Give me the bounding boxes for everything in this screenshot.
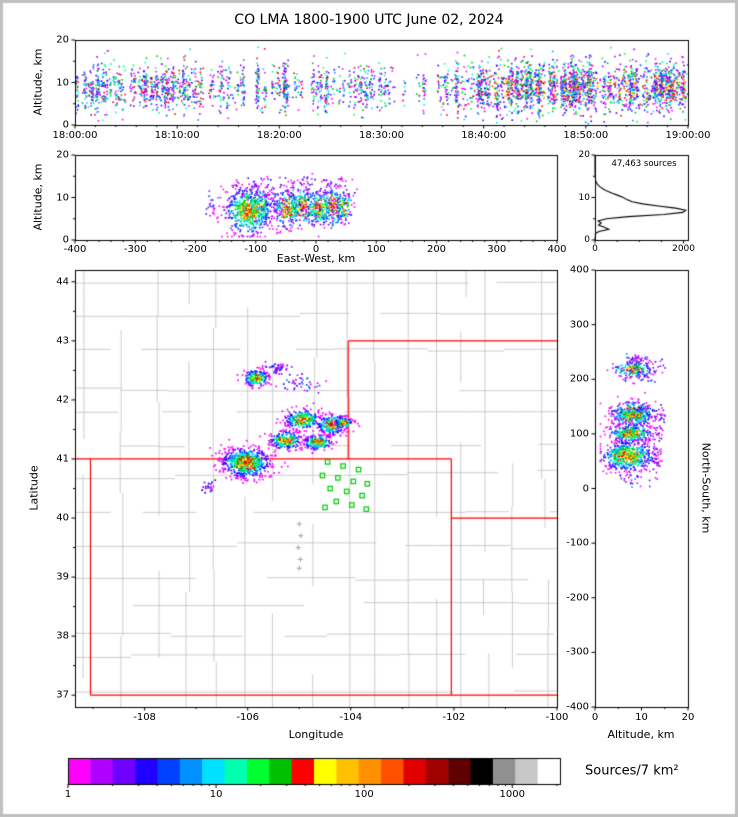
ns-tick-label: -100 — [566, 537, 589, 549]
ew-tick-label: 300 — [487, 244, 507, 255]
ns-panel-xlabel: Altitude, km — [607, 728, 675, 741]
longitude-tick-label: -104 — [339, 712, 363, 723]
latitude-tick-label: 37 — [56, 689, 69, 701]
colorbar-tick-label: 1000 — [499, 789, 526, 800]
ns-tick-label: 100 — [569, 428, 589, 440]
altitude-tick-label: 10 — [56, 192, 69, 203]
ew-panel-ylabel: Altitude, km — [31, 163, 45, 231]
longitude-tick-label: -100 — [545, 712, 569, 723]
ew-tick-label: 0 — [312, 244, 320, 255]
time-tick-label: 18:00:00 — [52, 130, 98, 141]
ns-tick-label: 0 — [582, 483, 589, 494]
latitude-tick-label: 42 — [56, 394, 69, 406]
map-ylabel: Latitude — [27, 465, 41, 511]
altitude-tick-label: 10 — [635, 712, 648, 723]
latitude-tick-label: 44 — [56, 276, 69, 288]
altitude-tick-label: 20 — [681, 712, 695, 723]
altitude-tick-label: 0 — [62, 119, 69, 131]
ew-tick-label: -400 — [63, 244, 87, 255]
colorbar-label: Sources/7 km² — [585, 763, 679, 779]
hist-tick-label: 0 — [592, 244, 598, 254]
longitude-tick-label: -102 — [442, 712, 466, 723]
page-title: CO LMA 1800-1900 UTC June 02, 2024 — [234, 12, 504, 28]
time-panel-ylabel: Altitude, km — [31, 48, 45, 116]
ns-tick-label: 200 — [569, 373, 589, 385]
colorbar-tick-label: 1 — [64, 789, 72, 800]
ew-tick-label: -100 — [244, 244, 268, 255]
time-tick-label: 18:30:00 — [359, 130, 404, 141]
colorbar-tick-label: 100 — [354, 789, 374, 800]
altitude-tick-label: 0 — [591, 712, 599, 723]
sources-count-annotation: 47,463 sources — [611, 159, 677, 169]
ew-panel-xlabel: East-West, km — [276, 252, 356, 265]
latitude-tick-label: 40 — [56, 512, 69, 524]
time-tick-label: 18:40:00 — [461, 130, 507, 141]
ns-panel-ylabel: North-South, km — [699, 442, 713, 534]
latitude-tick-label: 41 — [56, 453, 69, 465]
altitude-tick-label: 0 — [62, 234, 69, 246]
latitude-tick-label: 43 — [56, 335, 69, 347]
ew-tick-label: -300 — [123, 244, 147, 255]
longitude-tick-label: -106 — [236, 712, 260, 723]
altitude-tick-label: 10 — [578, 192, 590, 203]
time-tick-label: 19:00:00 — [665, 130, 711, 141]
colorbar-tick-label: 10 — [209, 789, 223, 800]
ns-tick-label: -200 — [566, 592, 589, 604]
altitude-tick-label: 20 — [578, 150, 590, 160]
ns-tick-label: -300 — [566, 646, 589, 658]
ns-tick-label: -400 — [566, 701, 589, 713]
ew-tick-label: -200 — [184, 244, 207, 255]
altitude-tick-label: 0 — [584, 235, 590, 245]
time-tick-label: 18:50:00 — [563, 130, 609, 141]
altitude-tick-label: 20 — [56, 34, 69, 46]
ew-tick-label: 100 — [366, 244, 386, 255]
ns-tick-label: 300 — [569, 319, 589, 331]
latitude-tick-label: 39 — [56, 571, 69, 583]
latitude-tick-label: 38 — [56, 630, 69, 642]
ew-tick-label: 200 — [426, 244, 447, 255]
map-xlabel: Longitude — [288, 728, 344, 741]
ew-tick-label: 400 — [547, 244, 567, 255]
longitude-tick-label: -108 — [133, 712, 156, 723]
altitude-tick-label: 20 — [56, 149, 69, 161]
hist-tick-label: 2000 — [672, 244, 696, 254]
time-tick-label: 18:20:00 — [256, 130, 302, 141]
ns-tick-label: 400 — [569, 264, 589, 276]
time-tick-label: 18:10:00 — [154, 130, 200, 141]
altitude-tick-label: 10 — [56, 77, 69, 88]
